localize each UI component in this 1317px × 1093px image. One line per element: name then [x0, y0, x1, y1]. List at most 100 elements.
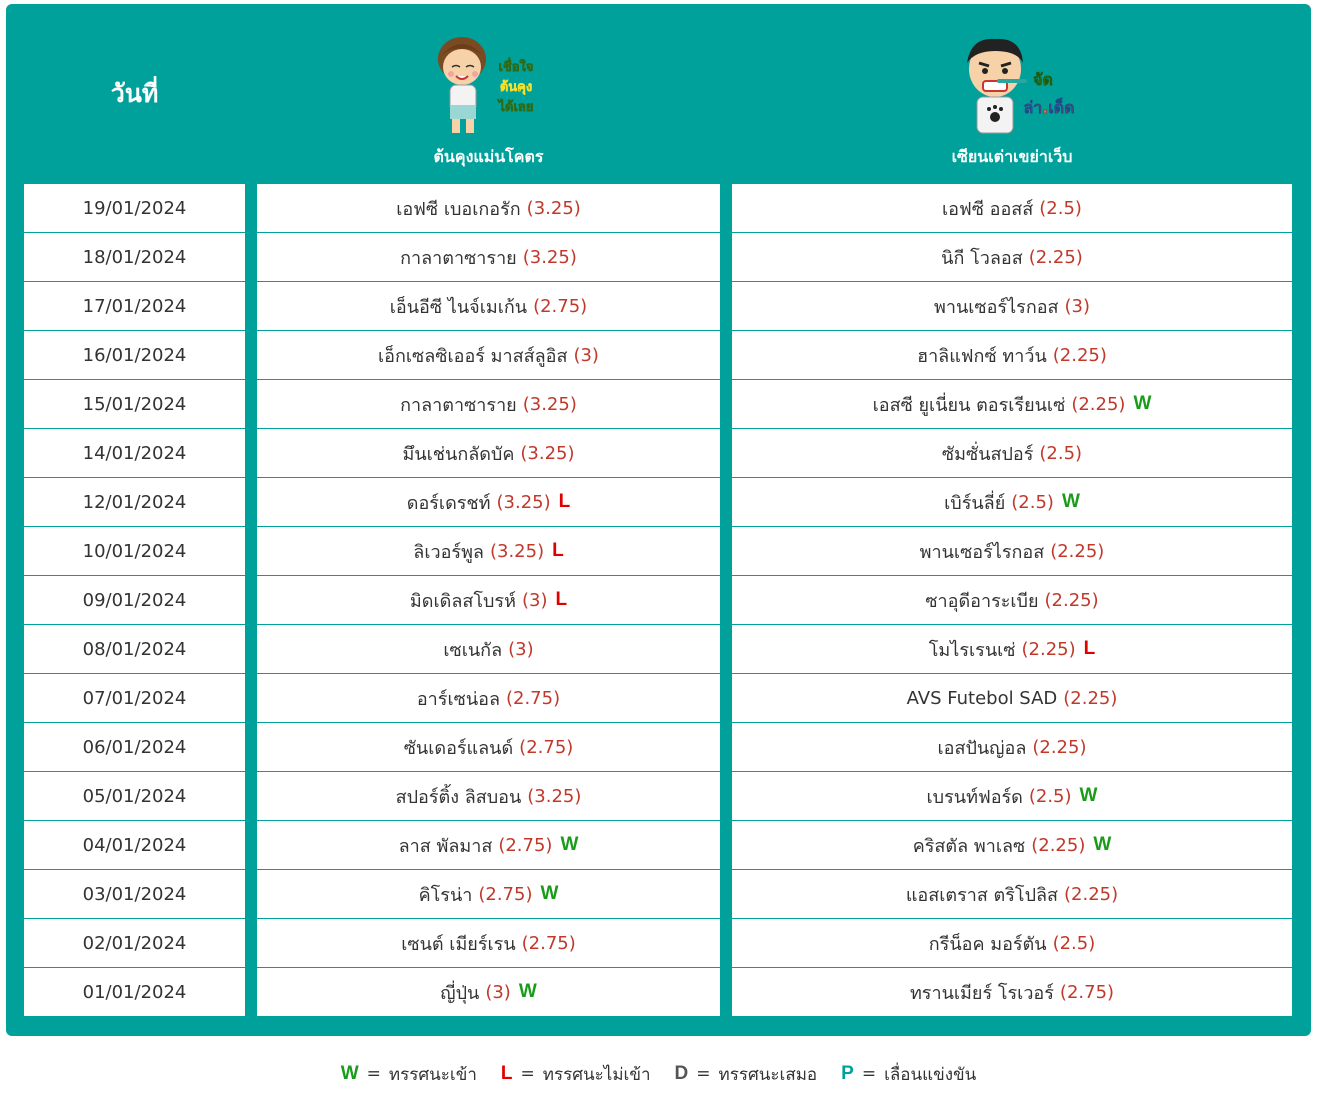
handicap-odds: (2.75) — [519, 736, 574, 758]
handicap-odds: (2.5) — [1052, 932, 1096, 954]
result-badge: W — [518, 981, 537, 1002]
tips-table-body: 19/01/2024 เอฟซี เบอเกอรัก (3.25) เอฟซี ออส… — [24, 184, 1293, 1017]
date-cell: 07/01/2024 — [24, 674, 245, 722]
team-name: โมไรเรนเซ่ — [928, 639, 1016, 661]
date-cell: 09/01/2024 — [24, 576, 245, 624]
tipster-1-sticker-text: เชื่อใจ — [498, 57, 533, 75]
handicap-odds: (2.25) — [1064, 883, 1119, 905]
match-date: 03/01/2024 — [82, 883, 187, 905]
handicap-odds: (2.75) — [498, 834, 553, 856]
match-date: 14/01/2024 — [82, 442, 187, 464]
tipster-1-pick-cell: สปอร์ติ้ง ลิสบอน (3.25) — [257, 772, 720, 820]
handicap-odds: (2.25) — [1071, 393, 1126, 415]
legend-item: L = ทรรศนะไม่เข้า — [501, 1061, 651, 1088]
team-name: กาลาตาซาราย — [400, 394, 517, 416]
result-badge: L — [1083, 638, 1096, 659]
team-name: AVS Futebol SAD — [906, 687, 1058, 709]
tipster-2-pick-cell: โมไรเรนเซ่ (2.25) L — [732, 625, 1292, 673]
tipster-2-pick-cell: ซาอุดีอาระเบีย (2.25) — [732, 576, 1292, 624]
handicap-odds: (2.75) — [533, 295, 588, 317]
match-date: 01/01/2024 — [82, 981, 187, 1003]
legend-item: P = เลื่อนแข่งขัน — [841, 1061, 976, 1088]
date-cell: 03/01/2024 — [24, 870, 245, 918]
table-row: 06/01/2024 ซันเดอร์แลนด์ (2.75) เอสปันญ่อล(… — [24, 723, 1293, 772]
tipster-2-pick-cell: เอฟซี ออสส์ (2.5) — [732, 184, 1292, 232]
handicap-odds: (2.25) — [1028, 246, 1083, 268]
team-name: เซเนกัล — [443, 639, 503, 661]
handicap-odds: (2.75) — [521, 932, 576, 954]
handicap-odds: (3.25) — [489, 540, 545, 562]
tipster-1-pick-cell: เซนต์ เมียร์เรน (2.75) — [257, 919, 720, 967]
svg-text:ล่า.เด็ด: ล่า.เด็ด — [1023, 96, 1074, 117]
tipster-1-name: ต้นคุงแม่นโคตร — [433, 147, 544, 166]
match-date: 16/01/2024 — [82, 344, 187, 366]
handicap-odds: (2.75) — [1059, 981, 1115, 1003]
result-badge: W — [1133, 393, 1152, 414]
date-cell: 19/01/2024 — [24, 184, 245, 232]
team-name: ทรานเมียร์ โรเวอร์ — [909, 982, 1054, 1004]
team-name: มึนเช่นกลัดบัค — [402, 443, 515, 465]
tipster-2-sticker-text: จัด — [1033, 70, 1053, 89]
table-header: วันที่ เชื่อใจ ต้นคุง ได้เลย ต้นค — [24, 4, 1293, 184]
table-row: 01/01/2024 ญี่ปุ่น (3) W ทรานเมียร์ โรเวอร์(… — [24, 968, 1293, 1017]
team-name: เอฟซี เบอเกอรัก — [396, 198, 521, 220]
table-row: 14/01/2024 มึนเช่นกลัดบัค (3.25) ซัมซั่นสปอ… — [24, 429, 1293, 478]
tipster-2-pick-cell: แอสเตราส ตริโปลิส (2.25) — [732, 870, 1292, 918]
tipster-2-pick-cell: ทรานเมียร์ โรเวอร์ (2.75) — [732, 968, 1292, 1016]
handicap-odds: (2.25) — [1063, 687, 1118, 709]
tipster-1-pick-cell: ลิเวอร์พูล (3.25) L — [257, 527, 720, 575]
handicap-odds: (2.5) — [1039, 442, 1083, 464]
team-name: อาร์เซน่อล — [416, 688, 500, 710]
date-cell: 16/01/2024 — [24, 331, 245, 379]
team-name: นิกี โวลอส — [941, 247, 1023, 269]
date-cell: 08/01/2024 — [24, 625, 245, 673]
tips-table-panel: วันที่ เชื่อใจ ต้นคุง ได้เลย ต้นค — [6, 4, 1311, 1036]
team-name: เบิร์นลี่ย์ — [944, 492, 1006, 514]
result-badge: W — [560, 834, 579, 855]
handicap-odds: (2.25) — [1032, 736, 1087, 758]
handicap-odds: (2.25) — [1052, 344, 1107, 366]
tipster-1-pick-cell: เซเนกัล (3) — [257, 625, 720, 673]
handicap-odds: (2.25) — [1021, 638, 1076, 660]
handicap-odds: (2.25) — [1044, 589, 1099, 611]
tipster-2-header: จัด ล่า.เด็ด เซียนเต่าเขย่าเว็บ — [732, 4, 1292, 184]
date-cell: 17/01/2024 — [24, 282, 245, 330]
handicap-odds: (3.25) — [522, 393, 577, 415]
tipster-1-header: เชื่อใจ ต้นคุง ได้เลย ต้นคุงแม่นโคตร — [257, 4, 720, 184]
team-name: พานเซอร์ไรกอส — [919, 541, 1045, 563]
tipster-1-pick-cell: อาร์เซน่อล (2.75) — [257, 674, 720, 722]
match-date: 10/01/2024 — [82, 540, 187, 562]
tipster-1-pick-cell: กาลาตาซาราย (3.25) — [257, 380, 720, 428]
legend-equals: = — [861, 1064, 877, 1084]
svg-text:ได้เลย: ได้เลย — [496, 98, 533, 115]
svg-text:ต้นคุง: ต้นคุง — [499, 79, 531, 95]
legend-label: ทรรศนะเข้า — [388, 1064, 477, 1085]
team-name: ญี่ปุ่น — [440, 982, 480, 1004]
tipster-1-pick-cell: ซันเดอร์แลนด์ (2.75) — [257, 723, 720, 771]
table-row: 03/01/2024 คิโรน่า (2.75) W แอสเตราส ตริโปลิ… — [24, 870, 1293, 919]
tipster-2-pick-cell: เอสซี ยูเนี่ยน ตอรเรียนเซ่ (2.25) W — [732, 380, 1292, 428]
team-name: ซัมซั่นสปอร์ — [941, 443, 1034, 465]
tipster-2-pick-cell: พานเซอร์ไรกอส (2.25) — [732, 527, 1292, 575]
date-cell: 01/01/2024 — [24, 968, 245, 1016]
legend-key: D — [674, 1063, 689, 1084]
handicap-odds: (3.25) — [520, 442, 575, 464]
handicap-odds: (3.25) — [522, 246, 577, 268]
match-date: 08/01/2024 — [82, 638, 187, 660]
table-row: 05/01/2024 สปอร์ติ้ง ลิสบอน (3.25) เบรนท์ฟอ… — [24, 772, 1293, 821]
result-badge: W — [1093, 834, 1112, 855]
date-cell: 10/01/2024 — [24, 527, 245, 575]
tipster-2-pick-cell: เบรนท์ฟอร์ด (2.5) W — [732, 772, 1292, 820]
handicap-odds: (3) — [508, 638, 534, 660]
team-name: ลาส พัลมาส — [398, 835, 493, 857]
tipster-2-pick-cell: AVS Futebol SAD (2.25) — [732, 674, 1292, 722]
date-cell: 15/01/2024 — [24, 380, 245, 428]
table-row: 16/01/2024 เอ็กเซลซิเออร์ มาสส์ลูอิส (3) ฮา… — [24, 331, 1293, 380]
tipster-1-pick-cell: เอ็กเซลซิเออร์ มาสส์ลูอิส (3) — [257, 331, 720, 379]
team-name: ดอร์เดรชท์ — [406, 492, 491, 514]
table-row: 08/01/2024 เซเนกัล (3) โมไรเรนเซ่ (2.25) L — [24, 625, 1293, 674]
match-date: 09/01/2024 — [82, 589, 187, 611]
handicap-odds: (2.5) — [1011, 491, 1054, 513]
legend-equals: = — [696, 1064, 711, 1084]
team-name: เบรนท์ฟอร์ด — [926, 786, 1023, 808]
